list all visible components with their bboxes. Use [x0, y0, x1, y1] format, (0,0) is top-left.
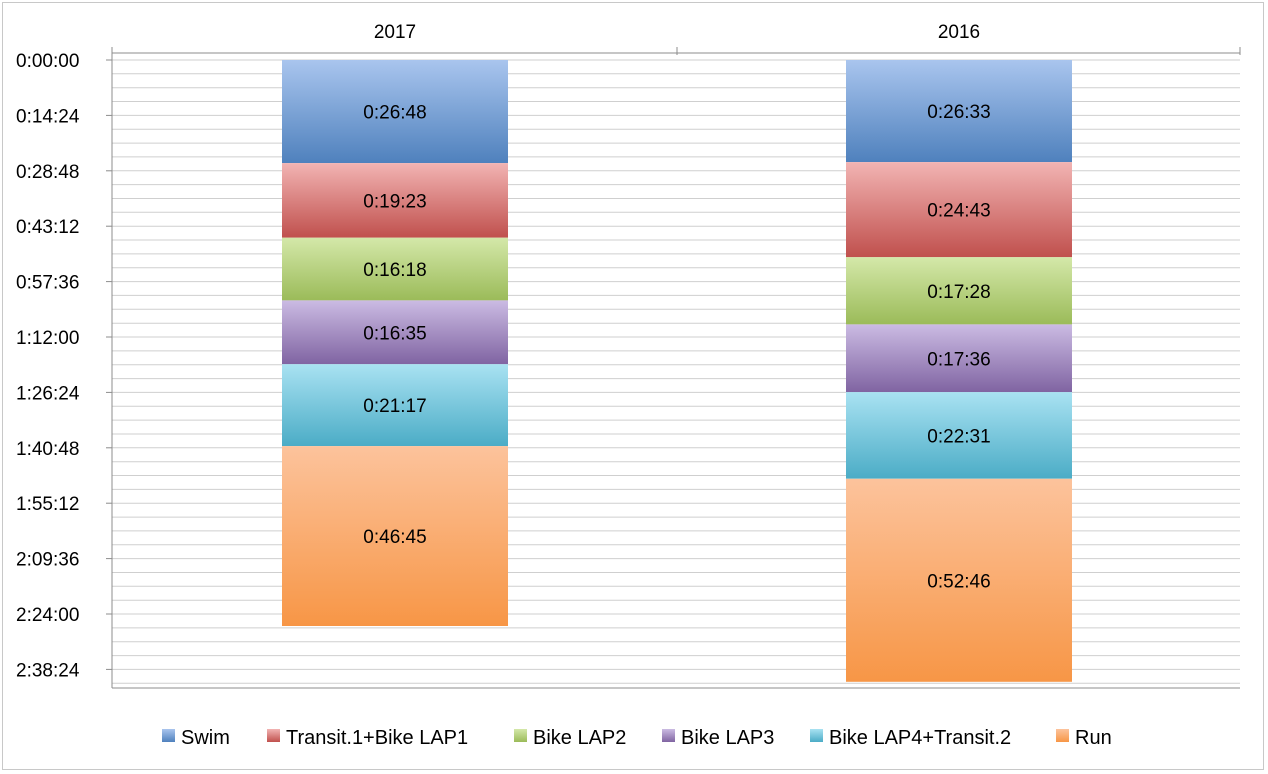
y-tick-label: 0:43:12 — [16, 217, 79, 238]
data-label: 0:52:46 — [927, 571, 990, 592]
y-tick-label: 1:26:24 — [16, 383, 80, 404]
data-label: 0:46:45 — [363, 527, 426, 548]
bar-segment — [846, 60, 1072, 163]
y-tick-label: 1:12:00 — [16, 328, 79, 349]
legend-swatch — [1056, 729, 1069, 742]
legend-label: Swim — [181, 727, 230, 749]
y-tick-label: 0:14:24 — [16, 106, 80, 127]
data-label: 0:26:33 — [927, 102, 990, 123]
y-tick-label: 1:55:12 — [16, 494, 79, 515]
y-tick-label: 0:00:00 — [16, 51, 79, 72]
legend-label: Bike LAP2 — [533, 727, 626, 749]
legend-label: Bike LAP4+Transit.2 — [829, 727, 1011, 749]
bar-segment — [282, 364, 508, 447]
axes — [111, 47, 1241, 689]
bar-segment — [282, 446, 508, 626]
bars: 0:26:48 0:19:23 0:16:18 0:16:35 0:21:17 0:46:… — [282, 60, 1072, 682]
legend-swatch — [662, 729, 675, 742]
legend-swatch — [514, 729, 527, 742]
legend-swatch — [810, 729, 823, 742]
y-tick-labels: 0:00:00 0:14:24 0:28:48 0:43:12 0:57:36 1:12:… — [16, 51, 112, 681]
bar-segment — [282, 237, 508, 301]
y-tick-label: 2:09:36 — [16, 550, 79, 571]
y-tick-label: 2:38:24 — [16, 660, 80, 681]
y-tick-label: 2:24:00 — [16, 605, 79, 626]
data-label: 0:16:35 — [363, 323, 426, 344]
data-label: 0:22:31 — [927, 427, 990, 448]
bar-segment — [846, 478, 1072, 682]
y-tick-label: 1:40:48 — [16, 439, 79, 460]
bar-segment — [282, 163, 508, 238]
category-labels: 2017 2016 — [374, 22, 980, 43]
data-label: 0:16:18 — [363, 260, 426, 281]
legend-swatch — [162, 729, 175, 742]
data-label: 0:17:28 — [927, 282, 990, 303]
bar-segment — [846, 324, 1072, 393]
data-label: 0:26:48 — [363, 103, 426, 124]
y-tick-label: 0:57:36 — [16, 273, 79, 294]
legend: Swim Transit.1+Bike LAP1 Bike LAP2 Bike LAP… — [162, 727, 1112, 749]
legend-label: Run — [1075, 727, 1112, 749]
category-label: 2017 — [374, 22, 416, 43]
bar-segment — [846, 392, 1072, 479]
bar-segment — [846, 257, 1072, 325]
legend-swatch — [267, 729, 280, 742]
data-label: 0:19:23 — [363, 191, 426, 212]
category-label: 2016 — [938, 22, 980, 43]
legend-label: Bike LAP3 — [681, 727, 774, 749]
bar-segment — [282, 300, 508, 365]
bar-segment — [846, 162, 1072, 258]
data-label: 0:17:36 — [927, 349, 990, 370]
y-tick-label: 0:28:48 — [16, 162, 79, 183]
data-label: 0:21:17 — [363, 396, 426, 417]
data-label: 0:24:43 — [927, 201, 990, 222]
bar-segment — [282, 60, 508, 164]
legend-label: Transit.1+Bike LAP1 — [286, 727, 468, 749]
